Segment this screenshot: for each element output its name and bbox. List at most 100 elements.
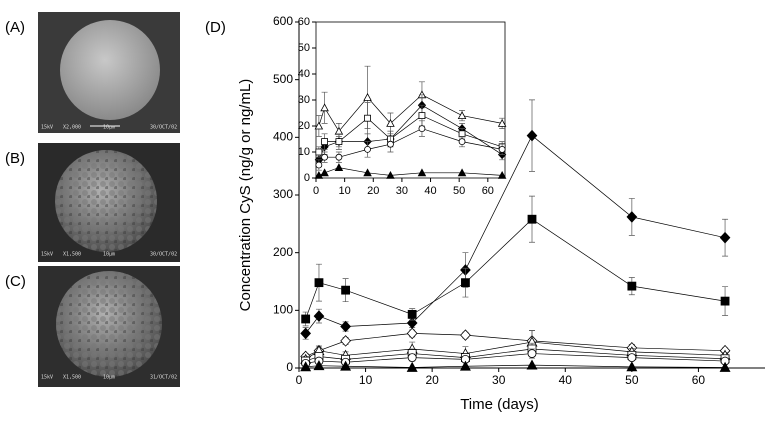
- y-axis-label: Concentration CyS (ng/g or ng/mL): [237, 79, 254, 312]
- series-line: [318, 94, 503, 132]
- image-caption: 30/OCT/02: [150, 125, 177, 131]
- sem-panel-c: [38, 266, 180, 387]
- marker: [315, 148, 323, 156]
- x-tick-label: 40: [559, 373, 573, 387]
- marker: [313, 360, 325, 371]
- series-line: [305, 348, 726, 362]
- marker: [719, 361, 731, 372]
- panel-label: (A): [5, 19, 25, 36]
- y-tick-label: 500: [273, 72, 293, 86]
- image-caption: X2,000: [63, 125, 81, 131]
- marker: [340, 360, 352, 371]
- marker: [459, 360, 471, 371]
- marker: [387, 140, 394, 148]
- sem-panel-b: [38, 143, 180, 262]
- marker: [527, 214, 537, 224]
- marker: [720, 296, 730, 306]
- sem-panel-a: [38, 12, 180, 133]
- image-caption: 31/OCT/02: [150, 375, 177, 381]
- marker: [407, 353, 417, 363]
- marker: [363, 92, 372, 101]
- marker: [334, 163, 344, 171]
- image-caption: 10μm: [103, 252, 115, 258]
- y-tick-label: 10: [298, 146, 310, 158]
- image-caption: X1,500: [63, 252, 81, 258]
- y-tick-label: 600: [273, 14, 293, 28]
- x-tick-label: 0: [296, 373, 303, 387]
- marker: [457, 168, 467, 177]
- marker: [340, 320, 351, 333]
- marker: [335, 153, 343, 161]
- y-tick-label: 300: [273, 187, 293, 201]
- marker: [498, 145, 506, 153]
- series-line: [305, 364, 726, 368]
- marker: [458, 130, 466, 138]
- y-tick-label: 20: [298, 120, 310, 132]
- marker: [364, 114, 371, 122]
- y-tick-label: 0: [304, 172, 310, 184]
- panel-label: (D): [205, 19, 226, 36]
- marker: [386, 170, 395, 179]
- image-caption: X1,500: [63, 375, 81, 381]
- x-tick-label: 50: [453, 185, 465, 197]
- marker: [526, 359, 538, 370]
- marker: [314, 121, 324, 130]
- marker: [417, 168, 427, 177]
- marker: [457, 111, 467, 119]
- image-caption: 30/OCT/02: [150, 252, 177, 258]
- x-tick-label: 20: [367, 185, 379, 197]
- marker: [341, 285, 351, 295]
- marker: [406, 327, 418, 340]
- series-line: [305, 135, 726, 334]
- x-tick-label: 30: [396, 185, 408, 197]
- x-axis-label: Time (days): [460, 396, 539, 413]
- marker: [300, 327, 312, 340]
- y-tick-label: 0: [286, 360, 293, 374]
- marker: [321, 138, 328, 146]
- series-line: [305, 353, 726, 364]
- image-caption: 10μm: [103, 375, 115, 381]
- x-tick-label: 60: [692, 373, 706, 387]
- image-caption: 15kV: [41, 125, 53, 131]
- marker: [314, 278, 324, 288]
- marker: [301, 314, 311, 324]
- y-tick-label: 50: [298, 42, 310, 54]
- marker: [315, 161, 323, 169]
- y-tick-label: 200: [273, 245, 293, 259]
- x-tick-label: 50: [625, 373, 639, 387]
- x-tick-label: 10: [339, 185, 351, 197]
- series-line: [305, 341, 726, 360]
- series-line: [305, 333, 726, 357]
- marker: [460, 329, 471, 341]
- marker: [335, 138, 343, 146]
- marker: [321, 153, 328, 161]
- marker: [406, 361, 418, 372]
- marker: [320, 168, 329, 177]
- x-tick-label: 20: [425, 373, 439, 387]
- marker: [364, 145, 371, 153]
- x-tick-label: 10: [359, 373, 373, 387]
- marker: [418, 125, 426, 133]
- marker: [626, 361, 638, 372]
- marker: [418, 112, 426, 119]
- x-tick-label: 40: [424, 185, 436, 197]
- marker: [497, 170, 507, 179]
- marker: [626, 211, 638, 223]
- image-caption: 15kV: [41, 252, 53, 258]
- marker: [363, 168, 372, 177]
- image-caption: 10μm: [103, 125, 115, 131]
- marker: [313, 310, 325, 322]
- y-tick-label: 30: [298, 94, 310, 106]
- x-tick-label: 30: [492, 373, 506, 387]
- series-line: [305, 218, 726, 320]
- x-tick-label: 60: [482, 185, 494, 197]
- marker: [340, 335, 351, 347]
- marker: [497, 118, 507, 127]
- series-line: [318, 167, 503, 176]
- y-tick-label: 40: [298, 68, 310, 80]
- panel-label: (C): [5, 273, 26, 290]
- marker: [527, 349, 537, 358]
- y-tick-label: 60: [298, 16, 310, 28]
- marker: [407, 309, 417, 319]
